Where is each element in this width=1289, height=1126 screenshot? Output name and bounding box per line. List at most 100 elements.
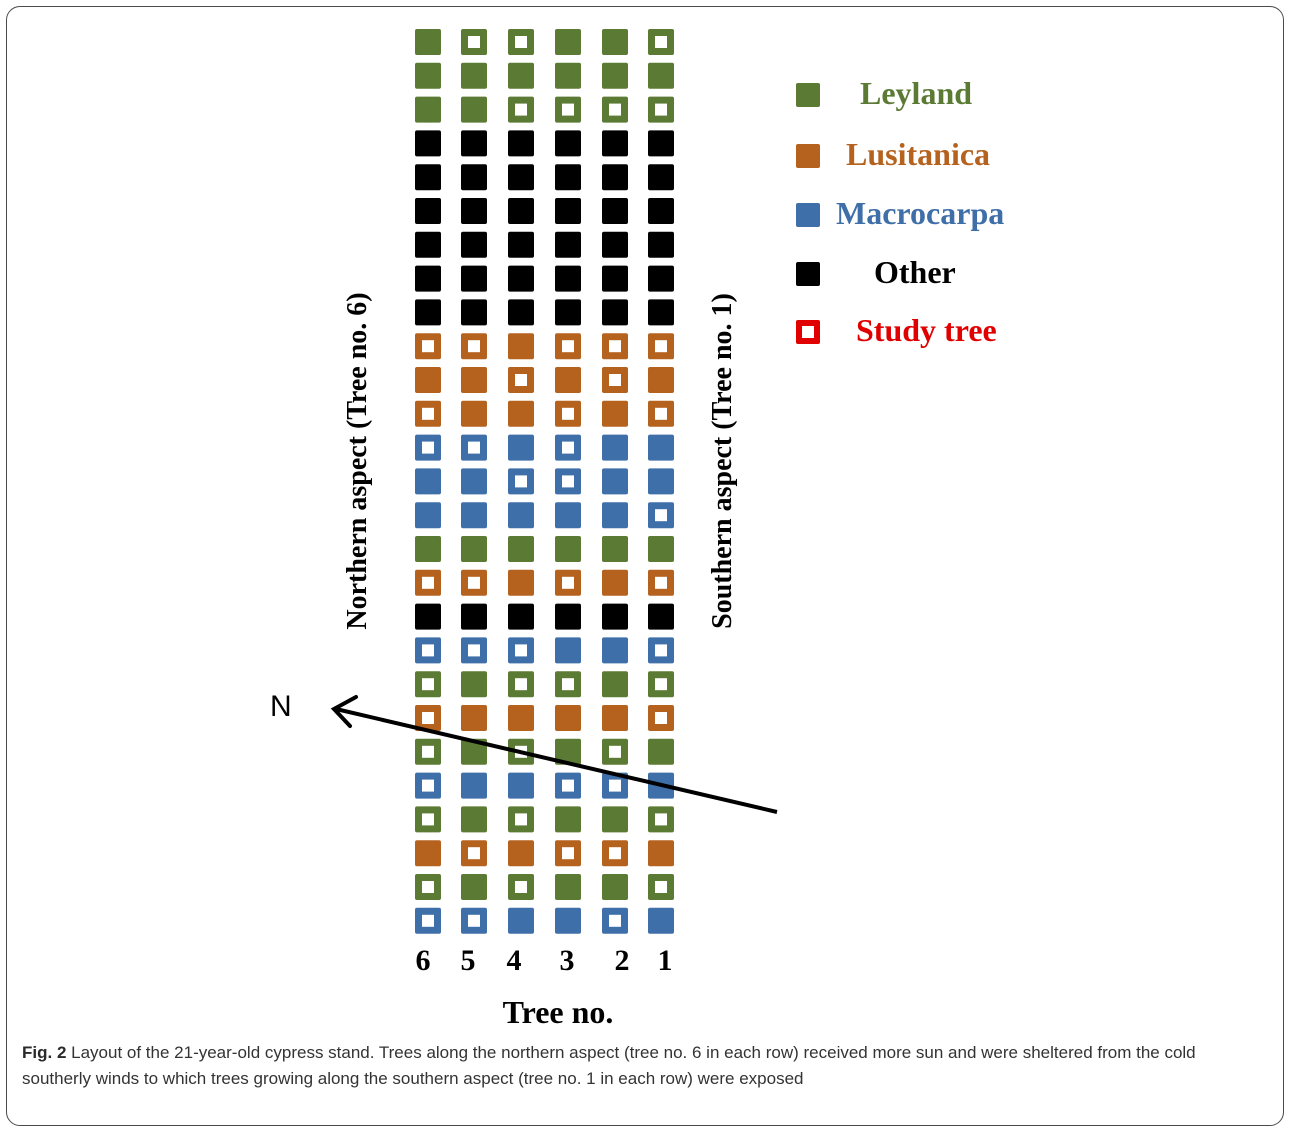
- macrocarpa-tree-marker: [415, 502, 441, 529]
- other-tree-marker: [602, 231, 628, 258]
- leyland-tree-marker: [555, 536, 581, 562]
- study-tree-marker: [468, 36, 480, 48]
- leyland-tree-marker: [461, 62, 487, 89]
- study-tree-marker: [422, 881, 434, 893]
- other-tree-marker: [555, 603, 581, 630]
- lusitanica-tree-marker: [602, 705, 628, 731]
- study-tree-marker: [422, 779, 434, 792]
- legend-swatch: [796, 83, 820, 107]
- macrocarpa-tree-marker: [508, 907, 534, 934]
- study-tree-marker: [562, 340, 574, 353]
- study-tree-marker: [609, 779, 621, 792]
- leyland-tree-marker: [602, 62, 628, 89]
- lusitanica-tree-marker: [508, 705, 534, 731]
- study-tree-marker: [655, 36, 667, 48]
- lusitanica-tree-marker: [415, 367, 441, 393]
- other-tree-marker: [508, 299, 534, 326]
- other-tree-marker: [508, 231, 534, 258]
- caption-fig-label: Fig. 2: [22, 1043, 67, 1062]
- leyland-tree-marker: [461, 874, 487, 900]
- leyland-tree-marker: [555, 874, 581, 900]
- other-tree-marker: [648, 164, 674, 191]
- other-tree-marker: [555, 265, 581, 292]
- other-tree-marker: [602, 130, 628, 157]
- lusitanica-tree-marker: [508, 840, 534, 867]
- legend-swatch: [796, 262, 820, 286]
- study-tree-marker: [422, 644, 434, 657]
- leyland-tree-marker: [415, 29, 441, 55]
- north-letter: N: [270, 690, 292, 723]
- other-tree-marker: [415, 265, 441, 292]
- study-tree-marker: [468, 847, 480, 860]
- other-tree-marker: [461, 198, 487, 224]
- macrocarpa-tree-marker: [555, 637, 581, 664]
- macrocarpa-tree-marker: [602, 637, 628, 664]
- other-tree-marker: [415, 299, 441, 326]
- study-tree-marker: [468, 914, 480, 927]
- other-tree-marker: [602, 603, 628, 630]
- study-tree-marker: [422, 914, 434, 927]
- study-tree-marker: [609, 103, 621, 116]
- lusitanica-tree-marker: [555, 367, 581, 393]
- other-tree-marker: [415, 231, 441, 258]
- other-tree-marker: [415, 603, 441, 630]
- study-tree-marker: [562, 441, 574, 454]
- other-tree-marker: [508, 265, 534, 292]
- caption-text: Layout of the 21-year-old cypress stand.…: [22, 1043, 1196, 1088]
- north-arrow-head: [330, 695, 358, 728]
- legend-swatch: [796, 144, 820, 168]
- other-tree-marker: [508, 130, 534, 157]
- study-tree-marker: [562, 103, 574, 116]
- tree-no-axis-title: Tree no.: [502, 994, 614, 1030]
- leyland-tree-marker: [461, 96, 487, 123]
- lusitanica-tree-marker: [648, 367, 674, 393]
- study-tree-marker: [562, 475, 574, 488]
- leyland-tree-marker: [461, 806, 487, 833]
- study-tree-marker: [422, 712, 434, 724]
- study-tree-marker: [515, 36, 527, 48]
- lusitanica-tree-marker: [461, 705, 487, 731]
- column-number: 4: [506, 944, 522, 977]
- other-tree-marker: [602, 164, 628, 191]
- study-tree-marker: [655, 813, 667, 826]
- leyland-tree-marker: [508, 62, 534, 89]
- leyland-tree-marker: [648, 536, 674, 562]
- leyland-tree-marker: [555, 806, 581, 833]
- leyland-tree-marker: [508, 536, 534, 562]
- other-tree-marker: [461, 231, 487, 258]
- other-tree-marker: [415, 164, 441, 191]
- other-tree-marker: [555, 164, 581, 191]
- other-tree-marker: [461, 299, 487, 326]
- study-tree-marker: [609, 745, 621, 758]
- leyland-tree-marker: [602, 29, 628, 55]
- study-tree-marker: [515, 813, 527, 826]
- column-number: 6: [415, 944, 431, 977]
- study-tree-marker: [468, 340, 480, 353]
- leyland-tree-marker: [461, 536, 487, 562]
- legend-label: Macrocarpa: [836, 195, 1005, 231]
- column-number: 3: [559, 944, 575, 977]
- leyland-tree-marker: [602, 806, 628, 833]
- other-tree-marker: [648, 231, 674, 258]
- leyland-tree-marker: [461, 671, 487, 698]
- study-tree-marker: [515, 374, 527, 386]
- macrocarpa-tree-marker: [555, 502, 581, 529]
- study-tree-marker: [422, 813, 434, 826]
- other-tree-marker: [648, 299, 674, 326]
- study-tree-marker: [655, 712, 667, 724]
- lusitanica-tree-marker: [555, 705, 581, 731]
- macrocarpa-tree-marker: [461, 502, 487, 529]
- macrocarpa-tree-marker: [461, 468, 487, 495]
- study-tree-marker: [422, 745, 434, 758]
- legend-label: Study tree: [856, 312, 997, 348]
- study-tree-marker: [655, 340, 667, 353]
- macrocarpa-tree-marker: [508, 772, 534, 799]
- study-tree-marker: [609, 340, 621, 353]
- study-tree-marker: [609, 914, 621, 927]
- leyland-tree-marker: [602, 874, 628, 900]
- lusitanica-tree-marker: [602, 400, 628, 427]
- macrocarpa-tree-marker: [602, 502, 628, 529]
- study-tree-marker: [515, 475, 527, 488]
- lusitanica-tree-marker: [508, 569, 534, 596]
- study-tree-marker: [562, 576, 574, 589]
